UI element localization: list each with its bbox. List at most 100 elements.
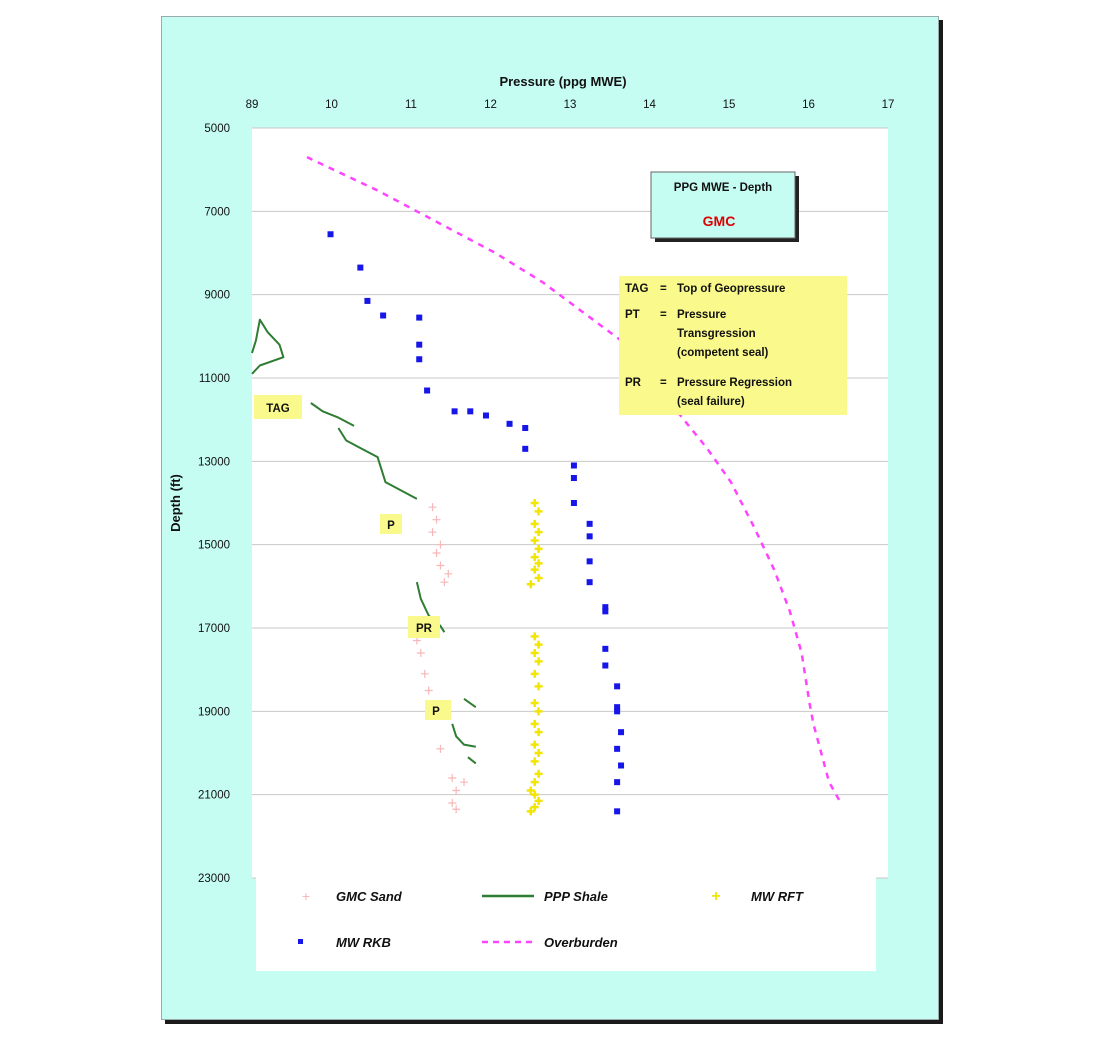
mw-rft-point — [530, 519, 539, 528]
y-tick-label: 5000 — [204, 123, 230, 135]
mw-rkb-point — [586, 579, 593, 586]
y-tick-label: 7000 — [204, 206, 230, 218]
gmc-sand-point — [448, 799, 457, 807]
p-label-1: P — [387, 520, 395, 532]
mw-rkb-point — [506, 420, 513, 427]
mw-rft-point — [530, 553, 539, 562]
ppp-shale-segment — [463, 698, 477, 708]
mw-rkb-point — [416, 356, 423, 363]
series-gmc-sand — [412, 503, 468, 814]
gmc-sand-point — [436, 561, 445, 570]
mw-rkb-point — [602, 604, 609, 611]
mw-rft-point — [534, 544, 543, 553]
mw-rkb-point — [614, 683, 621, 690]
def-pr-text-2: (seal failure) — [677, 396, 745, 408]
series-overburden — [306, 156, 842, 804]
series-mw-rkb — [327, 231, 625, 815]
mw-rkb-point — [482, 412, 489, 419]
mw-rkb-point — [570, 500, 577, 506]
mw-rft-point — [534, 574, 543, 582]
mw-rkb-point — [522, 425, 529, 431]
mw-rkb-point — [424, 387, 431, 394]
mw-rft-point — [530, 778, 539, 787]
gmc-sand-point — [428, 503, 437, 512]
mw-rkb-point — [618, 762, 625, 769]
mw-rft-point — [534, 728, 543, 737]
mw-rkb-point — [522, 445, 529, 452]
x-axis-title: Pressure (ppg MWE) — [499, 74, 626, 89]
pr-label-box — [408, 616, 440, 638]
gmc-sand-point — [416, 649, 425, 657]
legend-box — [256, 873, 876, 971]
x-tick-label: 15 — [723, 99, 736, 111]
mw-rft-point — [526, 807, 535, 816]
y-tick-label: 17000 — [198, 623, 230, 635]
gmc-sand-point — [436, 540, 445, 549]
x-tick-label: 10 — [325, 99, 338, 111]
mw-rft-point — [530, 632, 539, 641]
def-pt-key: PT — [625, 309, 640, 321]
legend-label-mw-rft: MW RFT — [751, 889, 804, 904]
mw-rkb-point — [586, 533, 593, 540]
mw-rft-point — [530, 719, 539, 728]
ppp-shale-segment — [310, 402, 355, 427]
series-mw-rft — [526, 499, 543, 816]
mw-rft-point — [530, 699, 539, 707]
mw-rkb-point — [570, 462, 577, 469]
definitions-box — [619, 276, 847, 415]
legend-marker-mw-rkb — [298, 939, 303, 944]
def-pr-eq: = — [660, 377, 667, 389]
mw-rkb-point — [380, 312, 387, 319]
mw-rkb-point — [327, 231, 334, 238]
mw-rft-point — [530, 790, 539, 799]
mw-rft-point — [534, 796, 543, 805]
mw-rft-point — [530, 669, 539, 678]
y-tick-label: 13000 — [198, 456, 230, 468]
y-axis-title: Depth (ft) — [168, 474, 183, 532]
tag-label-box — [254, 395, 302, 419]
def-tag-key: TAG — [625, 283, 648, 295]
p-label-2: P — [432, 706, 440, 718]
def-pr-key: PR — [625, 377, 642, 389]
mw-rkb-point — [357, 264, 364, 271]
y-tick-label: 19000 — [198, 706, 230, 718]
x-tick-label: 16 — [802, 99, 815, 111]
tag-label: TAG — [266, 403, 289, 415]
mw-rft-point — [534, 749, 543, 757]
mw-rkb-point — [618, 729, 625, 736]
mw-rkb-point — [614, 745, 621, 752]
mw-rkb-point — [602, 608, 609, 615]
mw-rkb-point — [602, 645, 609, 652]
x-tick-label: 17 — [882, 99, 895, 111]
ppp-shale-segment — [415, 581, 446, 633]
legend-label-ppp-shale: PPP Shale — [544, 889, 608, 904]
mw-rft-point — [534, 657, 543, 666]
mw-rft-point — [534, 640, 543, 649]
gmc-sand-point — [432, 549, 441, 557]
mw-rkb-point — [416, 341, 423, 348]
title-box-gmc: GMC — [703, 213, 736, 229]
mw-rkb-point — [614, 779, 621, 786]
series-ppp-shale — [251, 318, 477, 765]
gmc-sand-point — [424, 686, 433, 695]
def-pr-text-1: Pressure Regression — [677, 377, 792, 389]
title-box-heading: PPG MWE - Depth — [674, 182, 772, 194]
legend-label-mw-rkb: MW RKB — [336, 935, 391, 950]
def-pt-text-1: Pressure — [677, 309, 726, 321]
mw-rft-point — [530, 740, 539, 749]
legend-label-gmc-sand: GMC Sand — [336, 889, 403, 904]
mw-rft-point — [534, 507, 543, 516]
gmc-sand-point — [448, 774, 457, 782]
plot-area — [252, 128, 888, 878]
mw-rkb-point — [586, 520, 593, 527]
x-tick-label: 12 — [484, 99, 497, 111]
def-pt-text-3: (competent seal) — [677, 347, 769, 359]
y-tick-label: 11000 — [199, 373, 230, 385]
ppp-shale-segment — [467, 756, 477, 765]
def-tag-eq: = — [660, 283, 667, 295]
y-tick-label: 9000 — [204, 290, 230, 302]
legend-label-overburden: Overburden — [544, 935, 618, 950]
legend-marker-gmc-sand: + — [302, 888, 310, 904]
y-tick-labels: 5000 7000 9000 11000 13000 15000 17000 19000 210… — [198, 123, 230, 885]
